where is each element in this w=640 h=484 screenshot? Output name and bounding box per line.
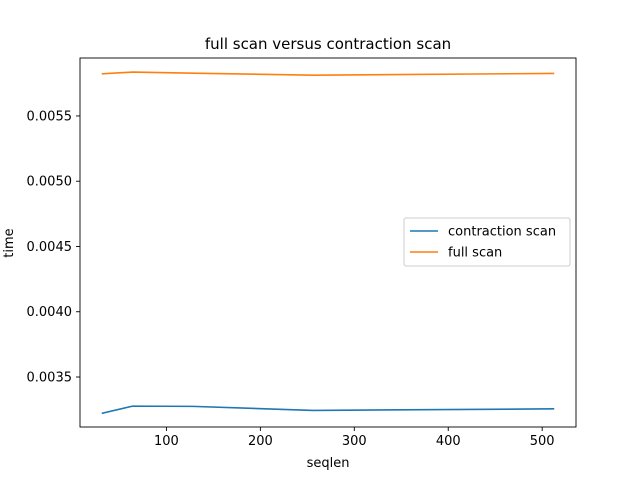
series-line-1 xyxy=(101,405,555,415)
y-tick-label: 0.0050 xyxy=(27,175,73,190)
x-tick-label: 400 xyxy=(436,434,461,449)
y-axis-label: time xyxy=(2,228,17,257)
y-tick-label: 0.0035 xyxy=(27,371,73,386)
legend-box xyxy=(403,217,571,267)
x-axis-label: seqlen xyxy=(307,456,350,471)
y-tick-label: 0.0040 xyxy=(27,305,73,320)
axes-frame xyxy=(79,57,577,428)
y-tick-label: 0.0055 xyxy=(27,109,73,124)
plot-area: 100 200 300 400 500 0.0035 0.0040 0.0045 0.0050 0… xyxy=(27,57,577,449)
x-tick-label: 300 xyxy=(342,434,367,449)
series-line-2 xyxy=(101,71,555,77)
legend-entry-label: full scan xyxy=(448,246,502,261)
x-tick-label: 100 xyxy=(154,434,179,449)
x-tick-label: 200 xyxy=(248,434,273,449)
y-tick-label: 0.0045 xyxy=(27,240,73,255)
x-tick-label: 500 xyxy=(530,434,555,449)
legend-entry-label: contraction scan xyxy=(448,225,556,240)
chart-title: full scan versus contraction scan xyxy=(205,35,451,53)
